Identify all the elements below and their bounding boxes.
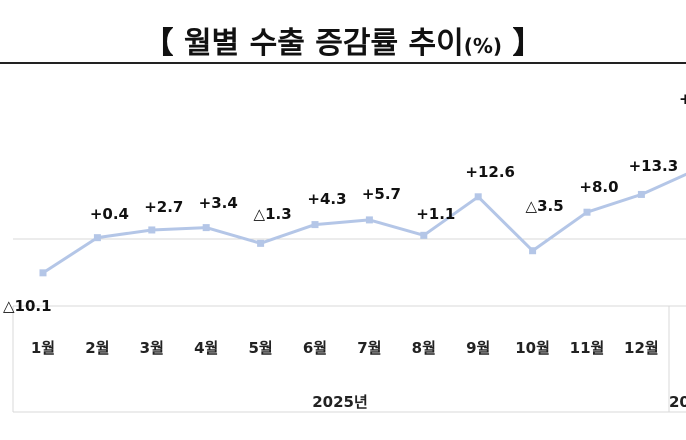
x-tick-label: 1월 xyxy=(31,339,55,357)
data-label: +0.4 xyxy=(90,205,129,223)
x-tick-labels: 1월 2월 3월 4월 5월 6월 7월 8월 9월 10월 11월 12월 xyxy=(31,339,659,357)
x-tick-label: 8월 xyxy=(412,339,436,357)
data-point xyxy=(93,234,101,242)
data-label: +1.1 xyxy=(416,205,455,223)
data-point xyxy=(529,247,537,255)
data-label: +8.0 xyxy=(579,178,618,196)
data-label: +4.3 xyxy=(307,190,346,208)
x-tick-label: 3월 xyxy=(140,339,164,357)
x-tick-label: 7월 xyxy=(357,339,381,357)
data-point xyxy=(148,226,156,234)
data-label: +12.6 xyxy=(465,163,515,181)
data-label: +2.7 xyxy=(144,198,183,216)
data-label: △1.3 xyxy=(254,205,292,223)
data-point xyxy=(637,190,645,198)
x-group-label-2025: 2025년 xyxy=(312,393,368,411)
x-tick-label: 11월 xyxy=(570,339,605,357)
label-layer: △10.1 +0.4 +2.7 +3.4 △1.3 +4.3 +5.7 +1.1 +12.6 △3… xyxy=(3,90,686,315)
data-label: +3.4 xyxy=(199,194,238,212)
x-tick-label: 10월 xyxy=(515,339,550,357)
data-point xyxy=(202,224,210,232)
chart-title-unit: (%) xyxy=(464,34,502,58)
x-tick-label: 9월 xyxy=(466,339,490,357)
series-layer xyxy=(39,172,686,277)
chart-title: 【 월별 수출 증감률 추이(%) 】 xyxy=(144,26,543,61)
x-tick-label: 5월 xyxy=(248,339,272,357)
data-point xyxy=(474,193,482,201)
chart-title-main: 【 월별 수출 증감률 추이 xyxy=(144,26,464,61)
x-tick-label: 4월 xyxy=(194,339,218,357)
data-point xyxy=(583,208,591,216)
data-point xyxy=(39,269,47,277)
data-label: △10.1 xyxy=(3,297,52,315)
data-label-cut-off: + xyxy=(679,90,686,108)
data-point xyxy=(420,231,428,239)
data-point xyxy=(311,221,319,229)
data-point xyxy=(257,239,265,247)
x-tick-label: 12월 xyxy=(624,339,659,357)
x-group-label-next: 20 xyxy=(669,393,686,411)
data-label: △3.5 xyxy=(526,197,564,215)
x-tick-label: 6월 xyxy=(303,339,327,357)
data-label: +5.7 xyxy=(362,185,401,203)
data-label: +13.3 xyxy=(629,157,679,175)
chart-title-close: 】 xyxy=(502,26,542,61)
x-tick-label: 2월 xyxy=(85,339,109,357)
data-point xyxy=(365,216,373,224)
